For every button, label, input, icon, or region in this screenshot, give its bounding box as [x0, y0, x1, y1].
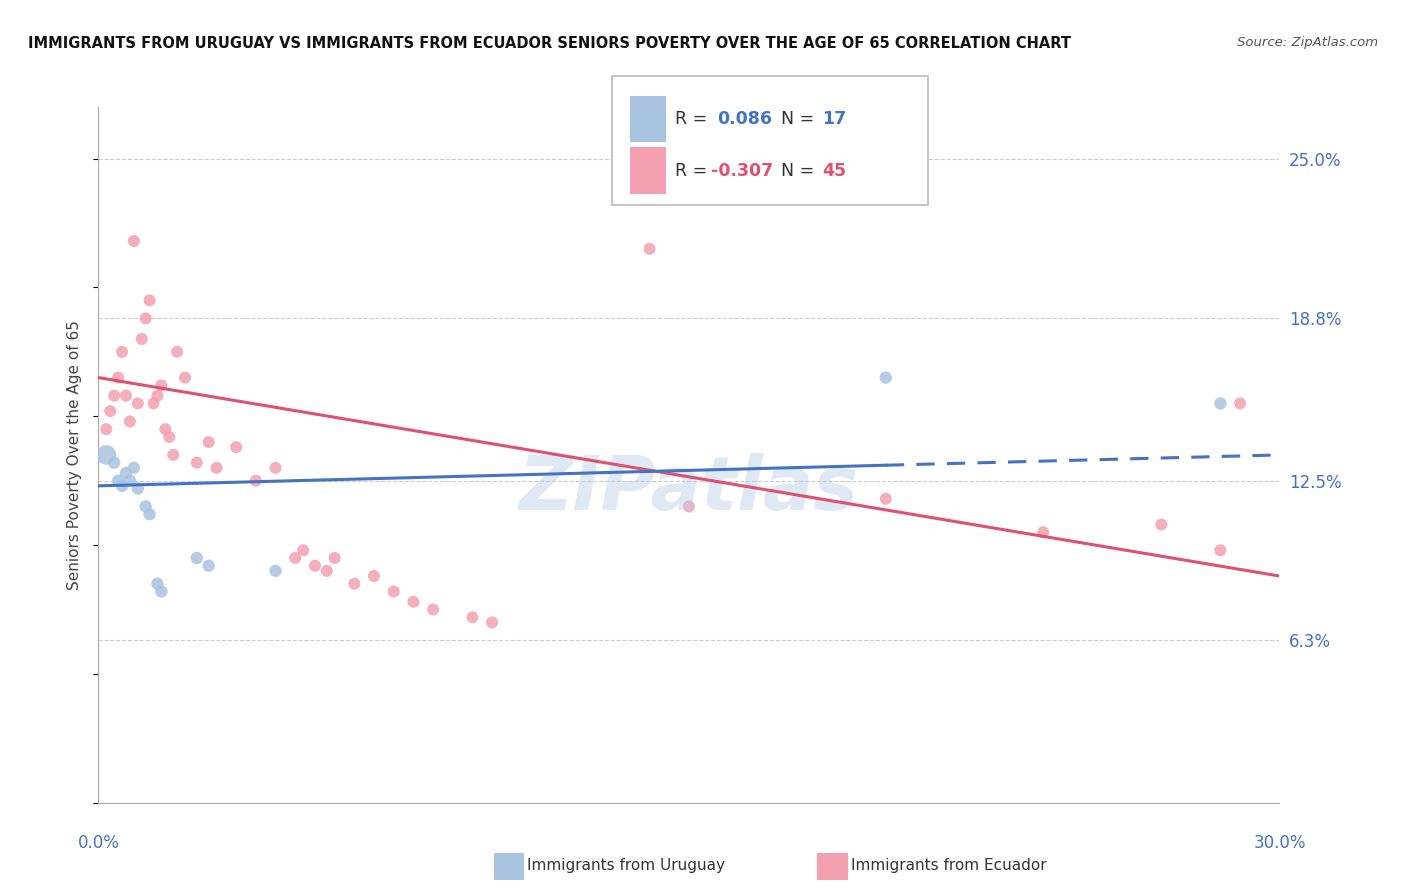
Text: 0.0%: 0.0%	[77, 834, 120, 852]
Point	[422, 602, 444, 616]
Point	[264, 460, 287, 475]
Text: N =: N =	[770, 161, 820, 179]
Y-axis label: Seniors Poverty Over the Age of 65: Seniors Poverty Over the Age of 65	[67, 320, 83, 590]
Point	[98, 404, 121, 418]
Text: 45: 45	[823, 161, 846, 179]
Point	[118, 414, 141, 428]
Point	[264, 564, 287, 578]
Text: Source: ZipAtlas.com: Source: ZipAtlas.com	[1237, 36, 1378, 49]
Point	[135, 500, 157, 514]
Text: 0.086: 0.086	[717, 110, 772, 128]
Point	[1209, 396, 1232, 410]
Point	[111, 344, 134, 359]
Point	[323, 551, 346, 566]
Point	[186, 551, 208, 566]
Point	[111, 479, 134, 493]
Point	[142, 396, 165, 410]
Point	[292, 543, 315, 558]
Point	[96, 448, 118, 462]
Point	[461, 610, 484, 624]
Point	[225, 440, 247, 454]
Point	[678, 500, 700, 514]
Point	[382, 584, 405, 599]
Point	[103, 456, 125, 470]
Point	[186, 456, 208, 470]
Point	[127, 482, 149, 496]
Text: Immigrants from Ecuador: Immigrants from Ecuador	[851, 858, 1046, 872]
Point	[1229, 396, 1251, 410]
Point	[96, 422, 118, 436]
Text: IMMIGRANTS FROM URUGUAY VS IMMIGRANTS FROM ECUADOR SENIORS POVERTY OVER THE AGE : IMMIGRANTS FROM URUGUAY VS IMMIGRANTS FR…	[28, 36, 1071, 51]
Point	[284, 551, 307, 566]
Text: R =: R =	[675, 161, 713, 179]
Point	[107, 474, 129, 488]
Point	[638, 242, 661, 256]
Point	[146, 389, 169, 403]
Text: R =: R =	[675, 110, 718, 128]
Text: Immigrants from Uruguay: Immigrants from Uruguay	[527, 858, 725, 872]
Point	[118, 474, 141, 488]
Point	[174, 370, 197, 384]
Text: 30.0%: 30.0%	[1253, 834, 1306, 852]
Point	[150, 584, 173, 599]
Point	[875, 370, 897, 384]
Point	[135, 311, 157, 326]
Point	[402, 595, 425, 609]
Point	[363, 569, 385, 583]
Point	[162, 448, 184, 462]
Point	[138, 293, 160, 308]
Point	[115, 466, 138, 480]
Point	[1209, 543, 1232, 558]
Point	[138, 507, 160, 521]
Point	[146, 576, 169, 591]
Point	[122, 234, 145, 248]
Point	[103, 389, 125, 403]
Point	[205, 460, 228, 475]
Text: N =: N =	[770, 110, 820, 128]
Point	[122, 460, 145, 475]
Point	[131, 332, 153, 346]
Point	[304, 558, 326, 573]
Point	[245, 474, 267, 488]
Text: 17: 17	[823, 110, 846, 128]
Point	[481, 615, 503, 630]
Point	[155, 422, 177, 436]
Point	[197, 435, 219, 450]
Point	[166, 344, 188, 359]
Point	[107, 370, 129, 384]
Point	[115, 389, 138, 403]
Point	[1032, 525, 1054, 540]
Point	[315, 564, 337, 578]
Text: ZIPatlas: ZIPatlas	[519, 453, 859, 526]
Point	[157, 430, 180, 444]
Point	[343, 576, 366, 591]
Text: -0.307: -0.307	[711, 161, 773, 179]
Point	[1150, 517, 1173, 532]
Point	[150, 378, 173, 392]
Point	[875, 491, 897, 506]
Point	[197, 558, 219, 573]
Point	[127, 396, 149, 410]
